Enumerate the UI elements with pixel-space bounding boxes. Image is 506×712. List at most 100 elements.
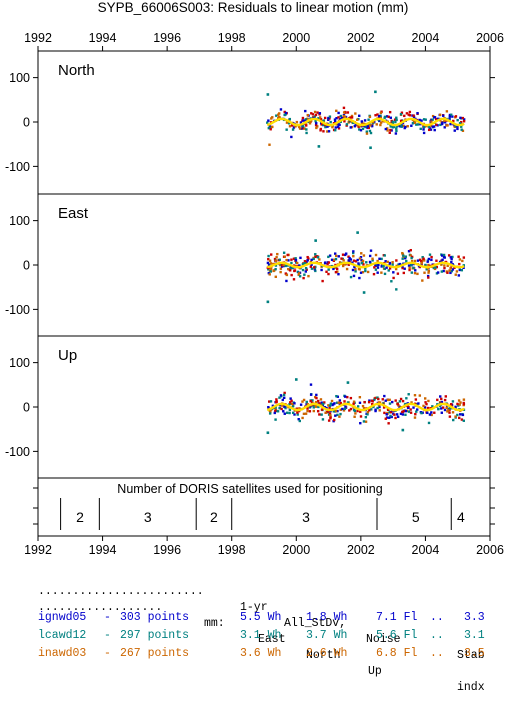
data-point bbox=[383, 115, 387, 119]
data-point bbox=[288, 125, 292, 128]
data-point bbox=[301, 400, 304, 403]
data-point bbox=[441, 258, 444, 262]
data-point bbox=[290, 124, 294, 127]
data-point bbox=[407, 264, 411, 267]
data-point bbox=[430, 411, 433, 414]
data-point bbox=[448, 115, 452, 118]
data-point bbox=[366, 270, 370, 274]
data-point bbox=[456, 118, 459, 122]
data-point bbox=[388, 402, 392, 405]
data-point bbox=[370, 408, 373, 411]
data-point bbox=[289, 265, 292, 268]
data-point bbox=[269, 270, 272, 273]
data-point bbox=[326, 262, 329, 266]
data-point bbox=[273, 411, 276, 415]
data-point bbox=[333, 258, 336, 262]
data-point bbox=[388, 267, 392, 270]
data-point bbox=[374, 409, 377, 413]
data-point bbox=[282, 263, 285, 267]
data-point bbox=[451, 115, 454, 118]
data-point bbox=[460, 125, 463, 128]
data-point bbox=[360, 252, 363, 255]
data-point bbox=[447, 254, 451, 257]
data-point bbox=[408, 110, 412, 114]
data-point bbox=[462, 402, 466, 406]
stats-header-up: Up bbox=[368, 665, 382, 678]
data-point bbox=[290, 258, 293, 261]
data-point bbox=[292, 278, 296, 281]
data-point bbox=[453, 129, 456, 132]
data-point bbox=[430, 413, 433, 417]
data-point bbox=[334, 254, 338, 258]
data-point bbox=[363, 400, 366, 404]
data-point bbox=[353, 415, 356, 418]
data-point bbox=[448, 113, 452, 117]
data-point bbox=[379, 111, 383, 115]
data-point bbox=[306, 259, 309, 262]
data-point bbox=[314, 122, 318, 125]
data-point bbox=[327, 116, 330, 120]
y-tick-label: 0 bbox=[23, 259, 30, 273]
data-point bbox=[302, 398, 306, 402]
chart-border bbox=[37, 50, 491, 537]
data-point bbox=[374, 114, 377, 117]
data-point bbox=[285, 121, 289, 124]
data-point bbox=[352, 250, 355, 253]
data-point bbox=[386, 398, 390, 402]
data-point bbox=[358, 114, 361, 117]
data-point bbox=[401, 266, 404, 270]
data-point bbox=[409, 248, 412, 252]
x-tick-label-bottom: 1992 bbox=[24, 543, 52, 557]
data-point bbox=[441, 406, 445, 409]
data-point bbox=[267, 264, 271, 267]
data-point bbox=[412, 114, 415, 117]
data-point bbox=[427, 271, 430, 274]
data-point bbox=[268, 400, 271, 403]
data-point bbox=[359, 271, 363, 274]
data-point bbox=[334, 414, 337, 417]
data-point bbox=[362, 420, 366, 423]
data-point bbox=[456, 127, 459, 131]
y-tick-label: 0 bbox=[23, 116, 30, 130]
stats-east: 5.5 Wh bbox=[240, 611, 282, 624]
data-point bbox=[364, 125, 367, 129]
data-point bbox=[336, 125, 340, 129]
data-point bbox=[368, 129, 372, 133]
data-point bbox=[406, 404, 409, 408]
data-point bbox=[338, 415, 341, 418]
data-point bbox=[326, 130, 329, 133]
data-point bbox=[281, 264, 284, 267]
data-point bbox=[408, 114, 412, 117]
data-point bbox=[359, 255, 363, 259]
data-point bbox=[285, 411, 289, 414]
data-point bbox=[458, 258, 462, 261]
data-point bbox=[395, 413, 399, 416]
data-point bbox=[316, 256, 320, 259]
data-point bbox=[402, 124, 405, 128]
data-point bbox=[360, 261, 363, 265]
data-point bbox=[428, 413, 432, 416]
data-point bbox=[285, 273, 289, 277]
data-point bbox=[358, 396, 362, 399]
data-point bbox=[437, 407, 440, 411]
data-point bbox=[293, 269, 296, 273]
data-point bbox=[335, 117, 338, 120]
data-point bbox=[377, 263, 380, 267]
data-point bbox=[280, 404, 284, 407]
data-point bbox=[295, 407, 299, 410]
data-point bbox=[304, 109, 307, 113]
data-point bbox=[290, 135, 293, 139]
data-point bbox=[391, 261, 394, 264]
x-tick-label-top: 1998 bbox=[218, 31, 246, 45]
data-point bbox=[456, 413, 459, 417]
data-point bbox=[398, 400, 402, 403]
data-point bbox=[369, 131, 373, 135]
stats-up: 6.8 Fl bbox=[376, 647, 418, 660]
data-point bbox=[396, 402, 399, 406]
data-point bbox=[385, 413, 388, 416]
data-point bbox=[395, 116, 398, 119]
data-point bbox=[333, 402, 336, 405]
data-point bbox=[416, 408, 419, 411]
y-tick-label: 100 bbox=[9, 71, 30, 85]
data-point bbox=[299, 121, 303, 124]
